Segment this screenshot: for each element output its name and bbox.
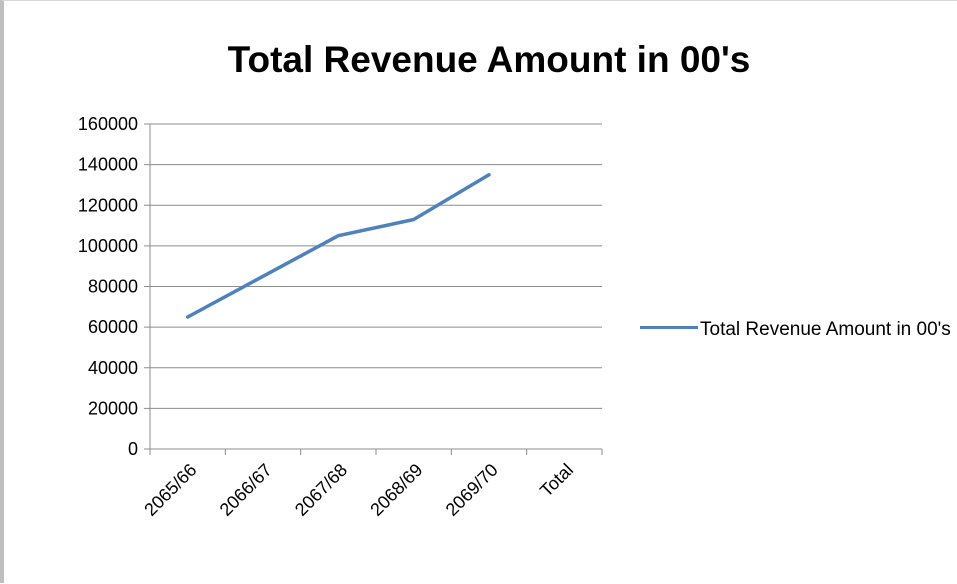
x-tick-label: 2068/69 xyxy=(366,460,426,520)
x-tick-label: 2069/70 xyxy=(442,460,502,520)
x-tick-label: 2066/67 xyxy=(216,460,276,520)
x-tick-label: Total xyxy=(536,460,577,501)
plot-area: 0 20000 40000 60000 80000 100000 120000 140000 1… xyxy=(4,1,957,584)
x-tick-label: 2065/66 xyxy=(140,460,200,520)
y-tick-label: 80000 xyxy=(88,277,138,297)
y-tick-label: 100000 xyxy=(78,236,138,256)
legend-line-swatch xyxy=(640,326,698,329)
y-tick-label: 40000 xyxy=(88,358,138,378)
y-tick-label: 120000 xyxy=(78,195,138,215)
x-tick-label: 2067/68 xyxy=(291,460,351,520)
legend-label: Total Revenue Amount in 00's xyxy=(700,315,956,344)
y-tick-label: 140000 xyxy=(78,155,138,175)
y-tick-label: 160000 xyxy=(78,114,138,134)
legend: Total Revenue Amount in 00's xyxy=(640,315,957,375)
y-tick-label: 60000 xyxy=(88,317,138,337)
y-tick-label: 0 xyxy=(128,439,138,459)
y-tick-label: 20000 xyxy=(88,398,138,418)
